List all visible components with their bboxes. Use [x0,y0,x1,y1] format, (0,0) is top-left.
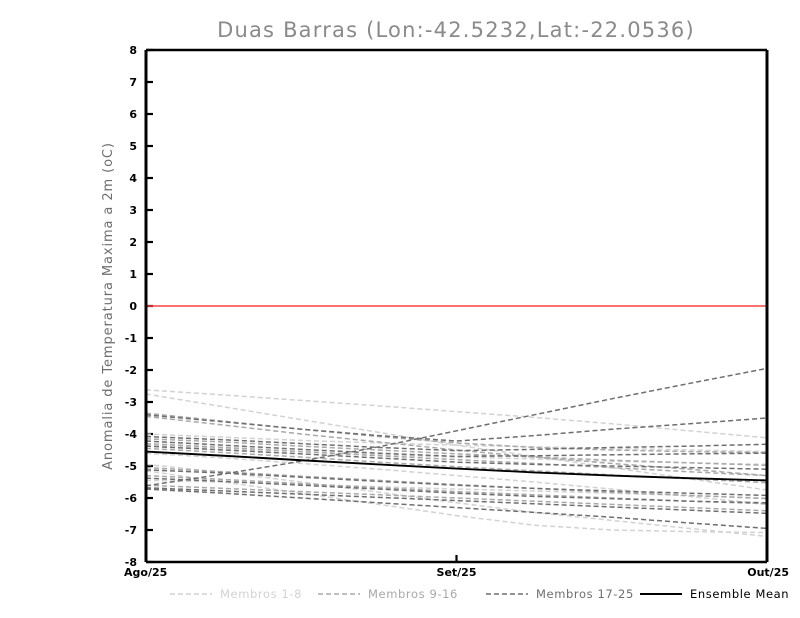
y-axis-label: Anomalia de Temperatura Maxima a 2m (oC) [101,142,116,470]
series-line [145,367,768,487]
y-tick-label: 6 [129,108,137,121]
plot-frame [144,48,769,564]
y-tick-label: -1 [125,332,137,345]
x-tick-label: Set/25 [437,566,477,579]
y-tick-label: -4 [125,428,138,441]
y-tick-label: -7 [125,524,137,537]
series-line [145,393,768,491]
y-tick-label: -6 [125,492,138,505]
y-tick-label: 7 [129,76,137,89]
y-tick-label: -5 [125,460,137,473]
y-tick-label: 5 [129,140,137,153]
chart-title: Duas Barras (Lon:-42.5232,Lat:-22.0536) [217,18,695,42]
legend-label: Membros 9-16 [368,587,458,601]
y-tick-label: -2 [125,364,137,377]
legend-label: Membros 17-25 [536,587,634,601]
series-lines [145,367,768,538]
legend-label: Membros 1-8 [220,587,302,601]
y-tick-label: 1 [129,268,137,281]
y-tick-label: 3 [129,204,137,217]
x-tick-label: Out/25 [747,566,789,579]
y-tick-label: -3 [125,396,137,409]
series-line [145,415,768,477]
series-line [145,470,768,534]
y-tick-label: -8 [125,556,137,569]
series-line [145,450,768,482]
series-line [145,463,768,538]
x-tick-label: Ago/25 [124,566,167,579]
y-tick-label: 0 [129,300,137,313]
y-tick-label: 2 [129,236,137,249]
y-tick-label: 4 [129,172,137,185]
series-line [145,412,768,454]
chart-legend: Membros 1-8 Membros 9-16 Membros 17-25 Ense… [170,587,789,601]
legend-label: Ensemble Mean [690,587,789,601]
y-tick-label: 8 [129,44,137,57]
